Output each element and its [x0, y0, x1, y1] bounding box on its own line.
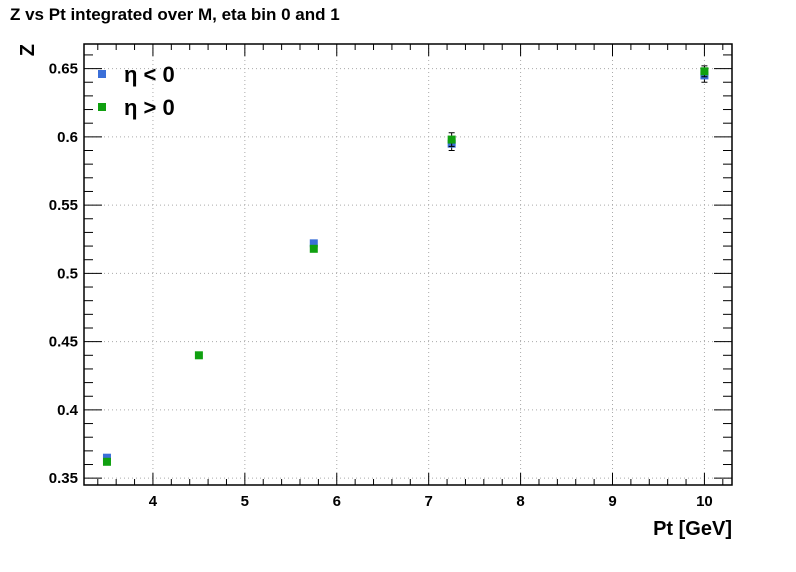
x-tick-label: 8 — [516, 493, 524, 510]
legend: η < 0 η > 0 — [98, 62, 175, 120]
data-point — [102, 457, 111, 466]
y-tick-label: 0.35 — [49, 470, 78, 487]
x-tick-label: 9 — [608, 493, 616, 510]
legend-label: η < 0 — [124, 62, 175, 87]
legend-marker — [98, 103, 106, 111]
chart-title: Z vs Pt integrated over M, eta bin 0 and… — [10, 5, 340, 24]
x-tick-label: 4 — [149, 493, 158, 510]
data-point — [447, 135, 456, 144]
data-point — [309, 244, 318, 253]
data-point — [194, 351, 203, 360]
y-tick-label: 0.55 — [49, 197, 78, 214]
data-point — [309, 239, 318, 248]
y-axis: 0.35 0.4 0.45 0.5 0.55 0.6 0.65 — [49, 54, 732, 487]
data-points — [102, 65, 709, 466]
x-axis: 4 5 6 7 8 9 10 — [97, 44, 724, 510]
y-tick-label: 0.4 — [57, 402, 79, 419]
data-point — [700, 67, 709, 76]
x-tick-label: 7 — [425, 493, 433, 510]
legend-marker — [98, 70, 106, 78]
x-tick-label: 10 — [696, 493, 713, 510]
series-eta-negative — [102, 68, 709, 462]
y-tick-label: 0.6 — [57, 129, 78, 146]
plot-frame — [83, 43, 733, 486]
legend-label: η > 0 — [124, 95, 175, 120]
y-axis-label: Z — [17, 44, 39, 56]
data-point — [102, 453, 111, 462]
x-axis-label: Pt [GeV] — [653, 518, 732, 540]
y-tick-label: 0.65 — [49, 61, 78, 78]
y-tick-label: 0.5 — [57, 265, 78, 282]
x-tick-label: 5 — [241, 493, 249, 510]
grid-lines — [84, 44, 732, 485]
series-eta-positive — [102, 65, 709, 466]
y-tick-label: 0.45 — [49, 334, 78, 351]
x-tick-label: 6 — [333, 493, 341, 510]
